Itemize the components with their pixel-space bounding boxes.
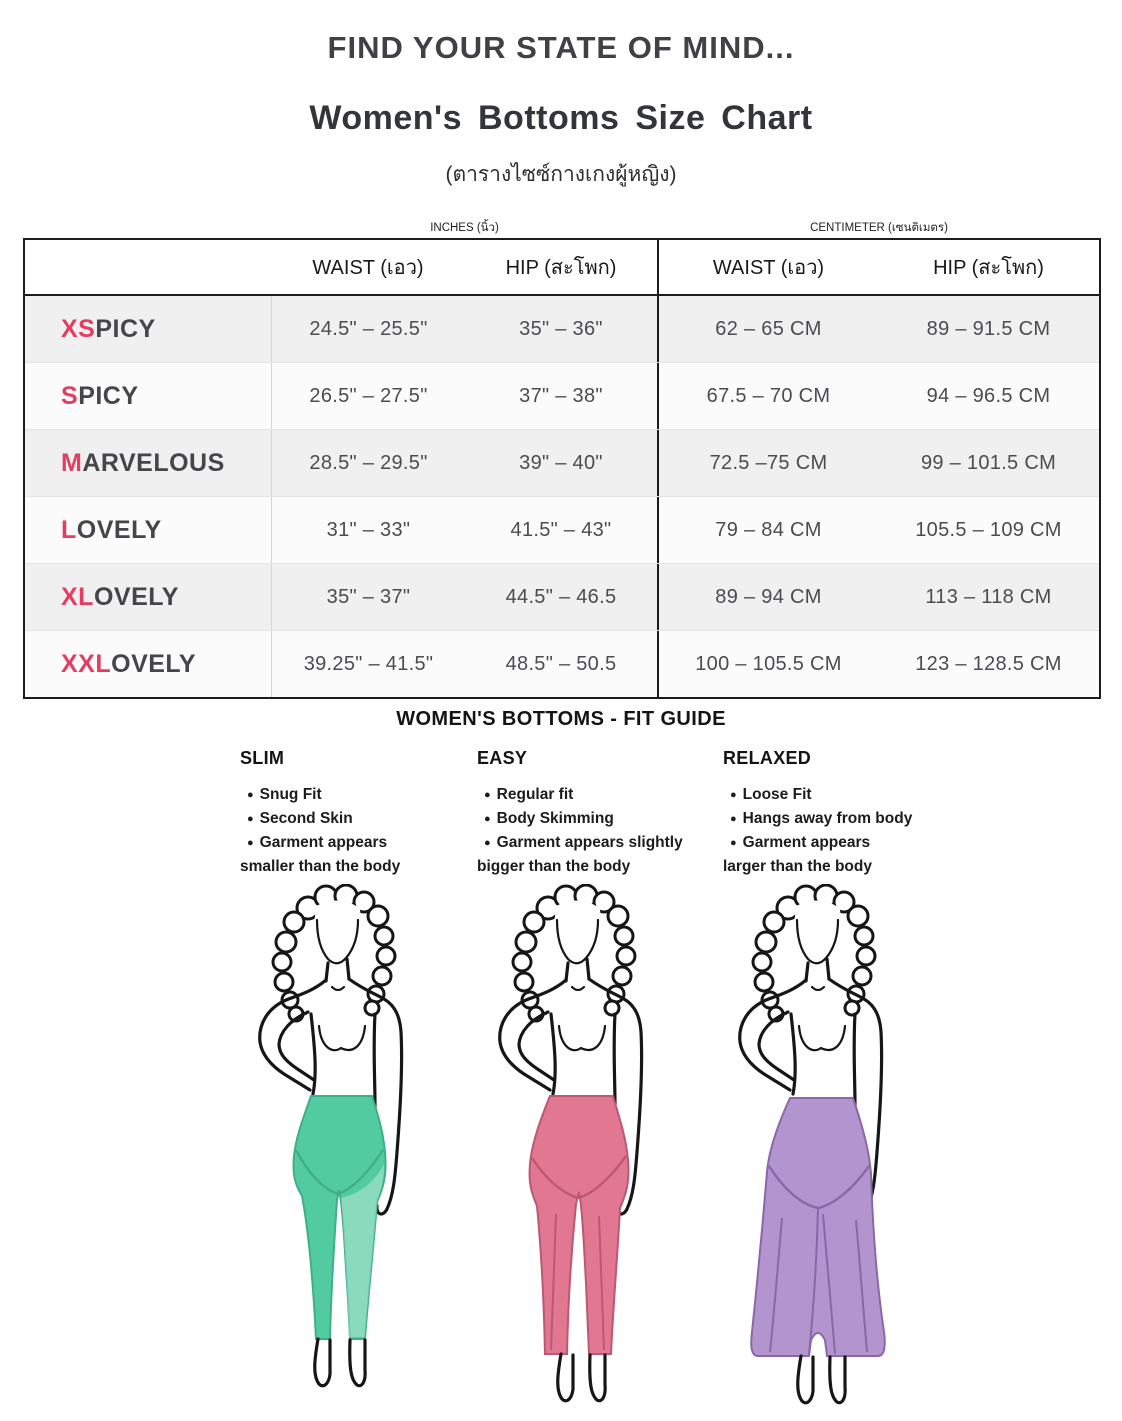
- size-name: XS PICY: [25, 296, 271, 362]
- fit-bullet: ● Garment appears: [730, 834, 871, 851]
- fit-bullet-continued: smaller than the body: [240, 858, 401, 875]
- fit-bullet: ● Regular fit: [484, 786, 574, 803]
- table-header-row: WAIST (เอว) HIP (สะโพก) WAIST (เอว) HIP (สะ…: [25, 240, 1099, 296]
- hip-cm-value: 105.5 – 109 CM: [915, 518, 1062, 541]
- size-name-accent: M: [61, 448, 83, 477]
- size-name-accent: S: [61, 381, 79, 410]
- fit-bullet: ● Garment appears slightly: [484, 834, 683, 851]
- waist-inches-value: 28.5" – 29.5": [271, 430, 465, 496]
- table-row: M ARVELOUS 28.5" – 29.5" 39" – 40" 72.5 –75 …: [25, 429, 1099, 496]
- fit-bullet-continued: bigger than the body: [477, 858, 631, 875]
- fit-name: RELAXED: [723, 748, 812, 768]
- size-name-accent: XL: [61, 582, 94, 611]
- hip-inches-value: 48.5" – 50.5: [505, 652, 617, 675]
- inches-unit-label: INCHES (นิ้ว): [430, 222, 499, 234]
- size-name: M ARVELOUS: [25, 430, 271, 496]
- size-name: S PICY: [25, 363, 271, 429]
- woman-illustration-slim: [258, 884, 404, 1388]
- fit-guide-columns: SLIM ● Snug Fit ● Second Skin ● Garment appear…: [240, 748, 983, 878]
- waist-inches-value: 39.25" – 41.5": [271, 631, 465, 697]
- hip-inches-header: HIP (สะโพก): [505, 257, 617, 279]
- bullet-icon: ●: [484, 837, 491, 849]
- size-name-accent: XXL: [61, 649, 112, 678]
- size-name-accent: L: [61, 515, 77, 544]
- size-name-rest: OVELY: [111, 649, 197, 678]
- fit-name: EASY: [477, 748, 528, 768]
- size-name-rest: OVELY: [93, 582, 179, 611]
- waist-inches-value: 26.5" – 27.5": [271, 363, 465, 429]
- table-row: L OVELY 31" – 33" 41.5" – 43" 79 – 84 CM 105.…: [25, 496, 1099, 563]
- fit-bullet: ● Garment appears: [247, 834, 388, 851]
- waist-inches-value: 24.5" – 25.5": [271, 296, 465, 362]
- hip-cm-value: 113 – 118 CM: [925, 585, 1052, 608]
- hip-cm-header: HIP (สะโพก): [933, 257, 1044, 279]
- woman-illustration-easy: [498, 884, 644, 1403]
- fit-bullet: ● Second Skin: [247, 810, 353, 827]
- bullet-icon: ●: [730, 813, 737, 825]
- size-name-rest: PICY: [95, 314, 156, 343]
- size-name-accent: XS: [61, 314, 96, 343]
- waist-cm-value: 89 – 94 CM: [657, 564, 878, 630]
- hip-cm-value: 89 – 91.5 CM: [926, 317, 1051, 340]
- size-name-rest: OVELY: [76, 515, 162, 544]
- hip-cm-value: 99 – 101.5 CM: [920, 451, 1057, 474]
- bullet-icon: ●: [730, 789, 737, 801]
- bullet-icon: ●: [730, 837, 737, 849]
- table-row: XS PICY 24.5" – 25.5" 35" – 36" 62 – 65 CM 89…: [25, 296, 1099, 362]
- fit-name: SLIM: [240, 748, 285, 768]
- waist-cm-value: 62 – 65 CM: [657, 296, 878, 362]
- fit-guide-title: WOMEN'S BOTTOMS - FIT GUIDE: [396, 708, 726, 730]
- waist-inches-value: 35" – 37": [271, 564, 465, 630]
- hip-inches-value: 35" – 36": [519, 317, 603, 340]
- fit-bullet-continued: larger than the body: [723, 858, 872, 875]
- waist-cm-value: 79 – 84 CM: [657, 497, 878, 563]
- fit-bullet: ● Loose Fit: [730, 786, 812, 803]
- waist-cm-header: WAIST (เอว): [657, 240, 878, 294]
- fit-column-easy: EASY ● Regular fit ● Body Skimming ● Garment a…: [477, 748, 723, 878]
- bullet-icon: ●: [484, 789, 491, 801]
- bullet-icon: ●: [247, 837, 254, 849]
- table-row: S PICY 26.5" – 27.5" 37" – 38" 67.5 – 70 CM 9…: [25, 362, 1099, 429]
- table-row: XL OVELY 35" – 37" 44.5" – 46.5 89 – 94 CM 11…: [25, 563, 1099, 630]
- size-name: XXL OVELY: [25, 631, 271, 697]
- fit-bullet: ● Snug Fit: [247, 786, 322, 803]
- size-column-header: [25, 240, 271, 294]
- fit-bullet: ● Hangs away from body: [730, 810, 913, 827]
- fit-column-relaxed: RELAXED ● Loose Fit ● Hangs away from body ● G…: [723, 748, 983, 878]
- woman-illustration-relaxed: [738, 884, 886, 1405]
- figure-easy: [466, 884, 696, 1414]
- waist-cm-value: 100 – 105.5 CM: [657, 631, 878, 697]
- waist-inches-header: WAIST (เอว): [312, 257, 424, 279]
- size-name-rest: PICY: [78, 381, 139, 410]
- fit-column-slim: SLIM ● Snug Fit ● Second Skin ● Garment appear…: [240, 748, 477, 878]
- waist-cm-value: 67.5 – 70 CM: [657, 363, 878, 429]
- waist-cm-value: 72.5 –75 CM: [657, 430, 878, 496]
- centimeter-unit-label: CENTIMETER (เซนติเมตร): [810, 222, 948, 234]
- size-table: WAIST (เอว) HIP (สะโพก) WAIST (เอว) HIP (สะ…: [23, 238, 1101, 699]
- figure-slim: [226, 884, 456, 1414]
- figure-relaxed: [706, 884, 936, 1414]
- size-name-rest: ARVELOUS: [82, 448, 225, 477]
- bullet-icon: ●: [247, 813, 254, 825]
- hip-cm-value: 94 – 96.5 CM: [926, 384, 1051, 407]
- table-row: XXL OVELY 39.25" – 41.5" 48.5" – 50.5 100 – …: [25, 630, 1099, 697]
- waist-inches-value: 31" – 33": [271, 497, 465, 563]
- fit-bullet: ● Body Skimming: [484, 810, 614, 827]
- size-name: L OVELY: [25, 497, 271, 563]
- hip-inches-value: 39" – 40": [519, 451, 603, 474]
- hip-inches-value: 44.5" – 46.5: [505, 585, 617, 608]
- hip-cm-value: 123 – 128.5 CM: [915, 652, 1062, 675]
- bullet-icon: ●: [484, 813, 491, 825]
- size-name: XL OVELY: [25, 564, 271, 630]
- bullet-icon: ●: [247, 789, 254, 801]
- hip-inches-value: 41.5" – 43": [510, 518, 612, 541]
- hip-inches-value: 37" – 38": [519, 384, 603, 407]
- fit-guide-figures: [226, 884, 936, 1414]
- page-title: FIND YOUR STATE OF MIND...: [327, 30, 795, 65]
- chart-title-thai: (ตารางไซซ์กางเกงผู้หญิง): [445, 163, 677, 186]
- chart-title: Women's Bottoms Size Chart: [309, 99, 813, 137]
